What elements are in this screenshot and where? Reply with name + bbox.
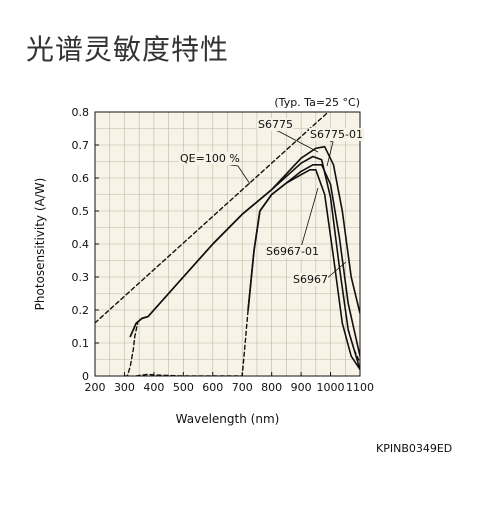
annotation-bg — [309, 128, 365, 141]
annotation-label: S6967-01 — [266, 245, 319, 258]
tick-label-y: 0.6 — [72, 172, 90, 185]
annotation-bg — [179, 152, 235, 165]
tick-label-x: 300 — [114, 381, 135, 394]
y-axis-label: Photosensitivity (A/W) — [33, 178, 47, 311]
tick-label-x: 1000 — [317, 381, 345, 394]
series-line-s6775-dash — [123, 322, 139, 376]
annotation-bg — [257, 118, 293, 131]
tick-label-y: 0.2 — [72, 304, 90, 317]
tick-label-x: 500 — [173, 381, 194, 394]
condition-note: (Typ. Ta=25 °C) — [274, 96, 360, 109]
tick-label-x: 400 — [143, 381, 164, 394]
tick-label-x: 1100 — [346, 381, 374, 394]
annotation-bg — [265, 245, 321, 258]
tick-label-y: 0.3 — [72, 271, 90, 284]
x-axis-label: Wavelength (nm) — [176, 412, 280, 426]
annotation-label: S6967 — [293, 273, 328, 286]
tick-label-y: 0.7 — [72, 139, 90, 152]
tick-label-y: 0.1 — [72, 337, 90, 350]
tick-label-y: 0.5 — [72, 205, 90, 218]
tick-label-y: 0.4 — [72, 238, 90, 251]
tick-label-x: 900 — [291, 381, 312, 394]
tick-label-x: 800 — [261, 381, 282, 394]
series-line-qe-100- — [95, 112, 330, 324]
tick-label-y: 0 — [82, 370, 89, 383]
series-line-s6775-01 — [129, 145, 360, 338]
page-title: 光谱灵敏度特性 — [26, 33, 230, 66]
tick-label-x: 200 — [85, 381, 106, 394]
annotation-label: S6775-01 — [310, 128, 363, 141]
annotation-label: QE=100 % — [180, 152, 240, 165]
series-line-s6775-tail-dash — [347, 329, 360, 364]
series-line-s6967-dash — [135, 309, 249, 376]
tick-label-x: 700 — [232, 381, 253, 394]
figure-code: KPINB0349ED — [376, 442, 453, 455]
tick-label-x: 600 — [202, 381, 223, 394]
series-line-s6967 — [247, 169, 360, 371]
annotation-label: S6775 — [258, 118, 293, 131]
tick-label-y: 0.8 — [72, 106, 90, 119]
annotation-bg — [292, 273, 328, 286]
